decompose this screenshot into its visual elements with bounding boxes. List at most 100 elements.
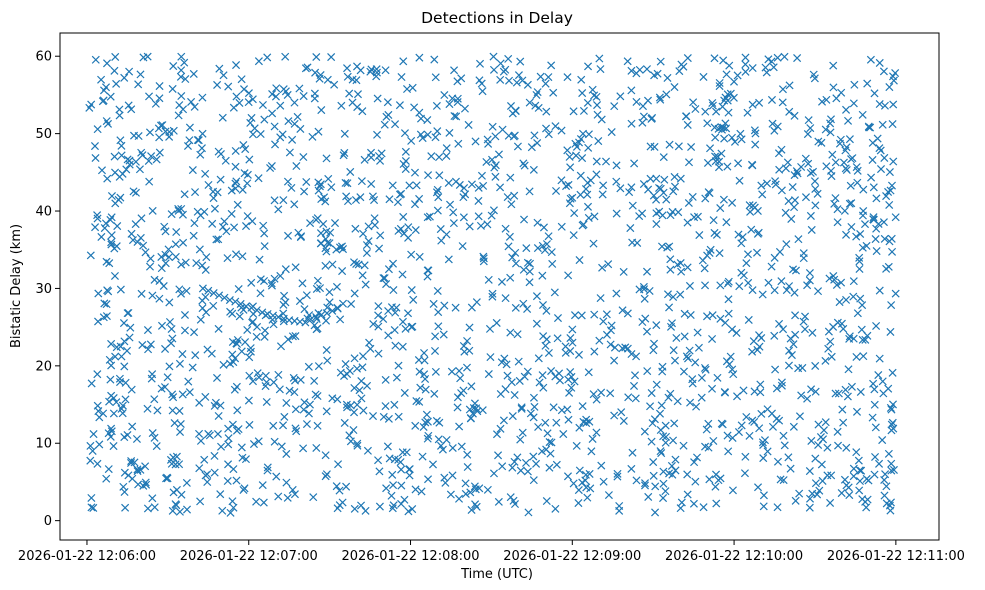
- clutter-point: [204, 180, 213, 189]
- clutter-point: [390, 326, 399, 335]
- clutter-point: [531, 101, 540, 110]
- clutter-point: [401, 324, 410, 333]
- clutter-point: [514, 71, 523, 80]
- clutter-point: [226, 359, 235, 368]
- clutter-point: [701, 281, 710, 290]
- clutter-point: [871, 423, 880, 432]
- clutter-point: [435, 153, 444, 162]
- clutter-point: [732, 328, 741, 337]
- clutter-point: [279, 300, 288, 309]
- clutter-point: [171, 252, 180, 261]
- clutter-point: [759, 454, 768, 463]
- clutter-point: [394, 361, 403, 370]
- clutter-point: [517, 403, 526, 412]
- clutter-point: [713, 152, 722, 161]
- clutter-point: [797, 391, 806, 400]
- clutter-point: [94, 317, 103, 326]
- clutter-point: [511, 107, 520, 116]
- clutter-point: [814, 137, 823, 146]
- clutter-point: [379, 274, 388, 283]
- clutter-point: [889, 465, 898, 474]
- clutter-point: [201, 471, 210, 480]
- clutter-point: [364, 237, 373, 246]
- clutter-point: [525, 259, 535, 268]
- clutter-point: [104, 287, 113, 296]
- clutter-point: [557, 126, 566, 135]
- x-tick-label: 2026-01-22 12:11:00: [827, 549, 965, 564]
- clutter-point: [461, 479, 470, 488]
- track-point: [215, 291, 224, 300]
- clutter-point: [484, 275, 493, 284]
- clutter-point: [488, 289, 497, 298]
- track-point: [328, 306, 337, 315]
- clutter-point: [283, 90, 292, 99]
- clutter-point: [347, 299, 356, 309]
- clutter-point: [670, 419, 679, 428]
- clutter-point: [621, 343, 630, 352]
- clutter-point: [233, 200, 242, 209]
- clutter-point: [353, 90, 363, 99]
- clutter-point: [715, 78, 724, 87]
- clutter-point: [718, 420, 727, 429]
- clutter-point: [350, 408, 359, 417]
- clutter-point: [466, 414, 475, 423]
- clutter-point: [440, 473, 449, 482]
- clutter-point: [619, 267, 628, 276]
- clutter-point: [445, 128, 454, 137]
- clutter-point: [652, 321, 661, 330]
- clutter-point: [93, 459, 102, 468]
- clutter-point: [155, 148, 164, 157]
- clutter-point: [444, 255, 453, 264]
- clutter-point: [756, 388, 765, 397]
- clutter-point: [711, 152, 720, 161]
- clutter-point: [451, 177, 460, 186]
- clutter-point: [410, 200, 420, 209]
- clutter-point: [783, 158, 792, 167]
- clutter-point: [584, 368, 593, 377]
- clutter-point: [886, 186, 895, 195]
- clutter-point: [198, 93, 207, 102]
- clutter-point: [748, 416, 757, 425]
- clutter-point: [515, 376, 524, 385]
- clutter-point: [442, 151, 451, 161]
- clutter-point: [805, 276, 814, 285]
- clutter-point: [256, 289, 265, 298]
- clutter-point: [829, 61, 838, 70]
- clutter-point: [868, 138, 877, 147]
- clutter-point: [583, 493, 592, 502]
- clutter-point: [856, 294, 865, 303]
- clutter-point: [184, 377, 193, 386]
- clutter-point: [160, 383, 169, 392]
- clutter-point: [852, 407, 862, 416]
- clutter-point: [670, 83, 679, 92]
- clutter-point: [136, 70, 145, 79]
- clutter-point: [538, 241, 547, 250]
- clutter-point: [357, 394, 366, 403]
- clutter-point: [804, 159, 813, 168]
- clutter-point: [407, 136, 416, 145]
- clutter-point: [151, 99, 160, 108]
- clutter-point: [134, 80, 143, 89]
- clutter-point: [243, 170, 252, 179]
- clutter-point: [317, 239, 326, 248]
- clutter-point: [359, 406, 368, 415]
- clutter-point: [791, 266, 801, 275]
- clutter-point: [738, 233, 747, 242]
- clutter-point: [267, 279, 276, 288]
- clutter-point: [790, 171, 799, 180]
- clutter-point: [332, 482, 341, 491]
- clutter-point: [363, 446, 372, 455]
- clutter-point: [542, 497, 551, 506]
- clutter-point: [432, 188, 441, 197]
- clutter-point: [336, 368, 345, 377]
- clutter-point: [295, 84, 304, 93]
- clutter-point: [784, 361, 793, 370]
- clutter-point: [576, 171, 585, 180]
- clutter-point: [261, 371, 270, 380]
- clutter-point: [384, 265, 393, 274]
- clutter-point: [821, 125, 830, 134]
- clutter-point: [794, 364, 803, 373]
- clutter-point: [340, 129, 349, 138]
- clutter-point: [593, 110, 602, 119]
- clutter-point: [322, 345, 331, 355]
